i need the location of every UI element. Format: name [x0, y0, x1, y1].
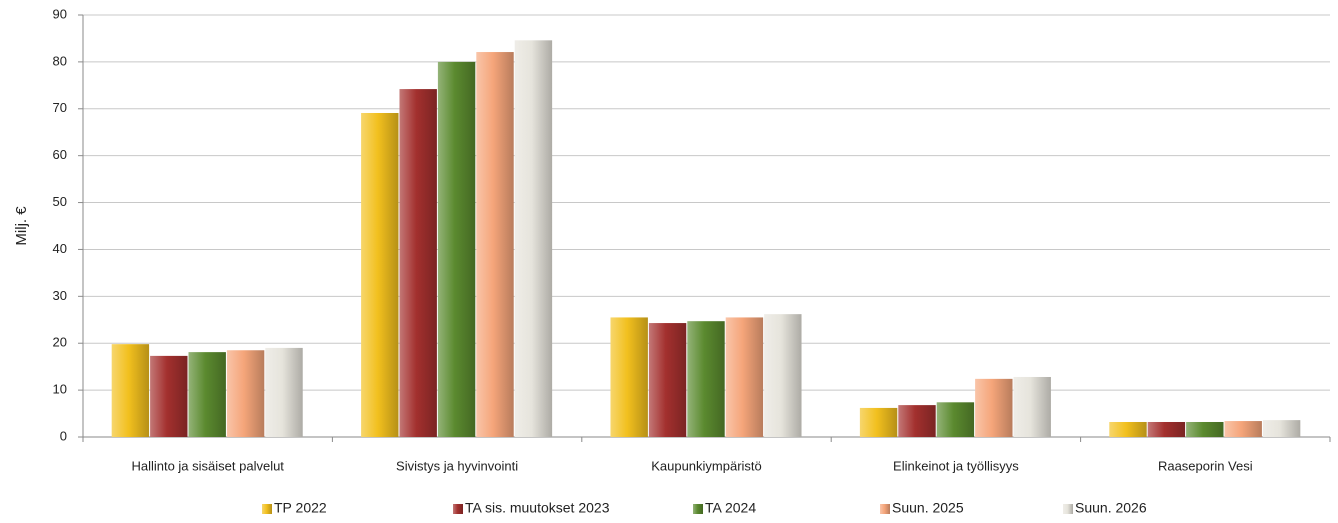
legend-swatch [262, 504, 272, 514]
legend-swatch [880, 504, 890, 514]
legend-swatch [1063, 504, 1073, 514]
legend-label: TA 2024 [705, 500, 756, 516]
bar [1262, 420, 1301, 437]
legend-label: TA sis. muutokset 2023 [465, 500, 610, 516]
bar [898, 405, 936, 437]
bar [226, 350, 265, 437]
x-tick-label: Hallinto ja sisäiset palvelut [131, 458, 284, 473]
bar [150, 355, 188, 437]
bar [1013, 376, 1051, 437]
bar [610, 317, 648, 437]
bar [265, 347, 303, 437]
y-tick-label: 0 [60, 428, 67, 443]
bar [111, 344, 150, 437]
bar [361, 112, 399, 438]
x-tick-label: Kaupunkiympäristö [651, 458, 762, 473]
y-tick-label: 30 [53, 288, 67, 303]
y-tick-label: 70 [53, 100, 67, 115]
legend-label: Suun. 2026 [1075, 500, 1147, 516]
bar [1224, 421, 1262, 437]
bar [648, 323, 687, 437]
bar [859, 407, 898, 437]
bar [514, 40, 553, 437]
y-tick-label: 40 [53, 241, 67, 256]
x-tick-label: Sivistys ja hyvinvointi [396, 458, 518, 473]
y-tick-label: 60 [53, 147, 67, 162]
bar [399, 89, 437, 437]
bar [764, 314, 802, 437]
bar [437, 61, 476, 438]
legend-swatch [693, 504, 703, 514]
x-tick-label: Raaseporin Vesi [1158, 458, 1253, 473]
bar [687, 321, 725, 437]
bar [936, 402, 975, 437]
bar [1147, 421, 1186, 437]
legend-label: TP 2022 [274, 500, 327, 516]
bar [188, 352, 226, 437]
y-tick-label: 80 [53, 53, 67, 68]
legend-label: Suun. 2025 [892, 500, 964, 516]
bar [476, 52, 514, 437]
y-tick-label: 50 [53, 194, 67, 209]
bar [975, 378, 1013, 437]
legend-swatch [453, 504, 463, 514]
bar [1109, 421, 1147, 437]
y-tick-label: 20 [53, 335, 67, 350]
bar [1186, 421, 1224, 437]
y-tick-label: 10 [53, 382, 67, 397]
bar [725, 317, 764, 437]
x-tick-label: Elinkeinot ja työllisyys [893, 458, 1019, 473]
y-axis-label: Milj. € [13, 206, 30, 246]
y-tick-label: 90 [53, 6, 67, 21]
